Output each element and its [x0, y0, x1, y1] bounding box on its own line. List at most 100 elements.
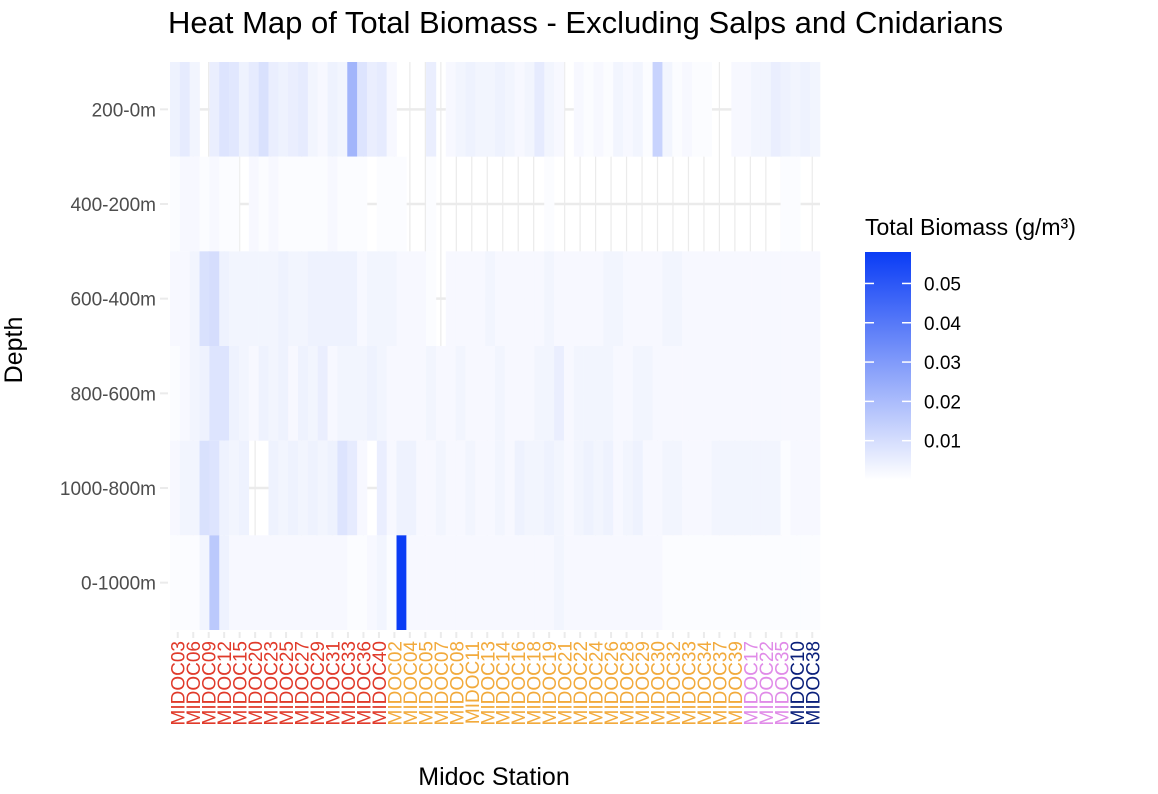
heatmap-cell — [524, 62, 535, 157]
heatmap-cell — [426, 62, 437, 157]
heatmap-cell — [219, 251, 230, 346]
heatmap-cell — [268, 62, 279, 157]
heatmap-cell — [514, 251, 525, 346]
heatmap-cell — [573, 251, 584, 346]
heatmap-cell — [504, 440, 515, 536]
heatmap-cell — [416, 535, 427, 630]
x-tick-label: MIDOC26 — [602, 641, 623, 725]
heatmap-cell — [396, 346, 407, 441]
heatmap-cell — [544, 251, 555, 346]
heatmap-cell — [465, 535, 476, 630]
heatmap-cell — [691, 251, 703, 346]
x-tick-label: MIDOC40 — [370, 641, 391, 725]
heatmap-cell — [307, 346, 319, 441]
heatmap-cell — [701, 251, 712, 346]
heatmap-cell — [623, 346, 634, 441]
heatmap-cell — [258, 535, 269, 630]
heatmap-cell — [386, 535, 397, 630]
heatmap-cell — [485, 535, 496, 630]
heatmap-cell — [672, 62, 683, 157]
y-tick-label: 200-0m — [92, 100, 156, 121]
heatmap-cell — [357, 62, 368, 157]
x-tick-label: MIDOC20 — [246, 641, 267, 725]
heatmap-cell — [751, 535, 762, 630]
x-tick-label: MIDOC18 — [525, 641, 546, 725]
heatmap-cell — [623, 62, 634, 157]
heatmap-cell — [652, 251, 663, 346]
y-tick-label: 600-400m — [70, 290, 156, 311]
heatmap-cell — [770, 535, 781, 630]
heatmap-cell — [662, 440, 673, 536]
heatmap-cell — [396, 156, 407, 252]
heatmap-cell — [406, 346, 417, 441]
heatmap-cell — [307, 251, 319, 346]
heatmap-cell — [495, 535, 506, 630]
heatmap-cell — [347, 156, 358, 252]
heatmap-cell — [179, 535, 190, 630]
heatmap-cell — [800, 62, 811, 157]
heatmap-cell — [514, 535, 525, 630]
heatmap-cell — [810, 346, 821, 441]
x-tick-label: MIDOC37 — [710, 641, 731, 725]
heatmap-cell — [357, 535, 368, 630]
x-tick-label: MIDOC07 — [432, 641, 453, 725]
heatmap-cell — [445, 346, 456, 441]
chart-title: Heat Map of Total Biomass - Excluding Sa… — [168, 5, 1003, 40]
heatmap-cell — [554, 62, 565, 157]
heatmap-cell — [554, 251, 565, 346]
heatmap-cell — [563, 535, 575, 630]
heatmap-cell — [573, 62, 584, 157]
heatmap-cell — [721, 346, 732, 441]
heatmap-cell — [741, 535, 752, 630]
heatmap-cell — [534, 346, 545, 441]
heatmap-cell — [357, 156, 368, 252]
heatmap-cell — [366, 62, 378, 157]
heatmap-cell — [298, 62, 309, 157]
heatmap-cell — [504, 535, 515, 630]
heatmap-cell — [731, 535, 742, 630]
heatmap-cell — [583, 535, 594, 630]
heatmap-cell — [317, 440, 328, 536]
y-tick-label: 800-600m — [70, 384, 156, 405]
heatmap-cell — [179, 440, 190, 536]
heatmap-cell — [485, 346, 496, 441]
heatmap-cell — [189, 440, 200, 536]
heatmap-cell — [514, 62, 525, 157]
heatmap-cell — [455, 535, 466, 630]
heatmap-cell — [268, 346, 279, 441]
heatmap-cell — [416, 346, 427, 441]
heatmap-cell — [406, 251, 417, 346]
heatmap-cell — [593, 535, 604, 630]
heatmap-cell — [544, 535, 555, 630]
heatmap-cell — [229, 535, 240, 630]
heatmap-cell — [731, 62, 742, 157]
heatmap-cell — [721, 535, 732, 630]
heatmap-cell — [711, 535, 722, 630]
heatmap-cell — [751, 346, 762, 441]
heatmap-cell — [662, 251, 673, 346]
heatmap-cell — [780, 346, 791, 441]
heatmap-cell — [642, 251, 653, 346]
heatmap-cell — [780, 62, 791, 157]
heatmap-cell — [691, 535, 703, 630]
x-tick-label: MIDOC29 — [308, 641, 329, 725]
heatmap-cell — [495, 251, 506, 346]
heatmap-cell — [534, 62, 545, 157]
heatmap-cell — [199, 535, 210, 630]
heatmap-cell — [613, 440, 624, 536]
heatmap-cell — [790, 251, 801, 346]
heatmap-cell — [790, 156, 801, 252]
heatmap-cell — [327, 346, 338, 441]
heatmap-cell — [770, 62, 781, 157]
heatmap-cell — [435, 346, 447, 441]
heatmap-cell — [465, 251, 476, 346]
heatmap-cell — [288, 346, 299, 441]
heatmap-cell — [770, 346, 781, 441]
heatmap-cell — [652, 62, 663, 157]
heatmap-cell — [632, 251, 644, 346]
heatmap-cell — [238, 346, 250, 441]
legend-colorbar — [865, 252, 911, 480]
heatmap-cell — [672, 440, 683, 536]
heatmap-cell — [672, 346, 683, 441]
